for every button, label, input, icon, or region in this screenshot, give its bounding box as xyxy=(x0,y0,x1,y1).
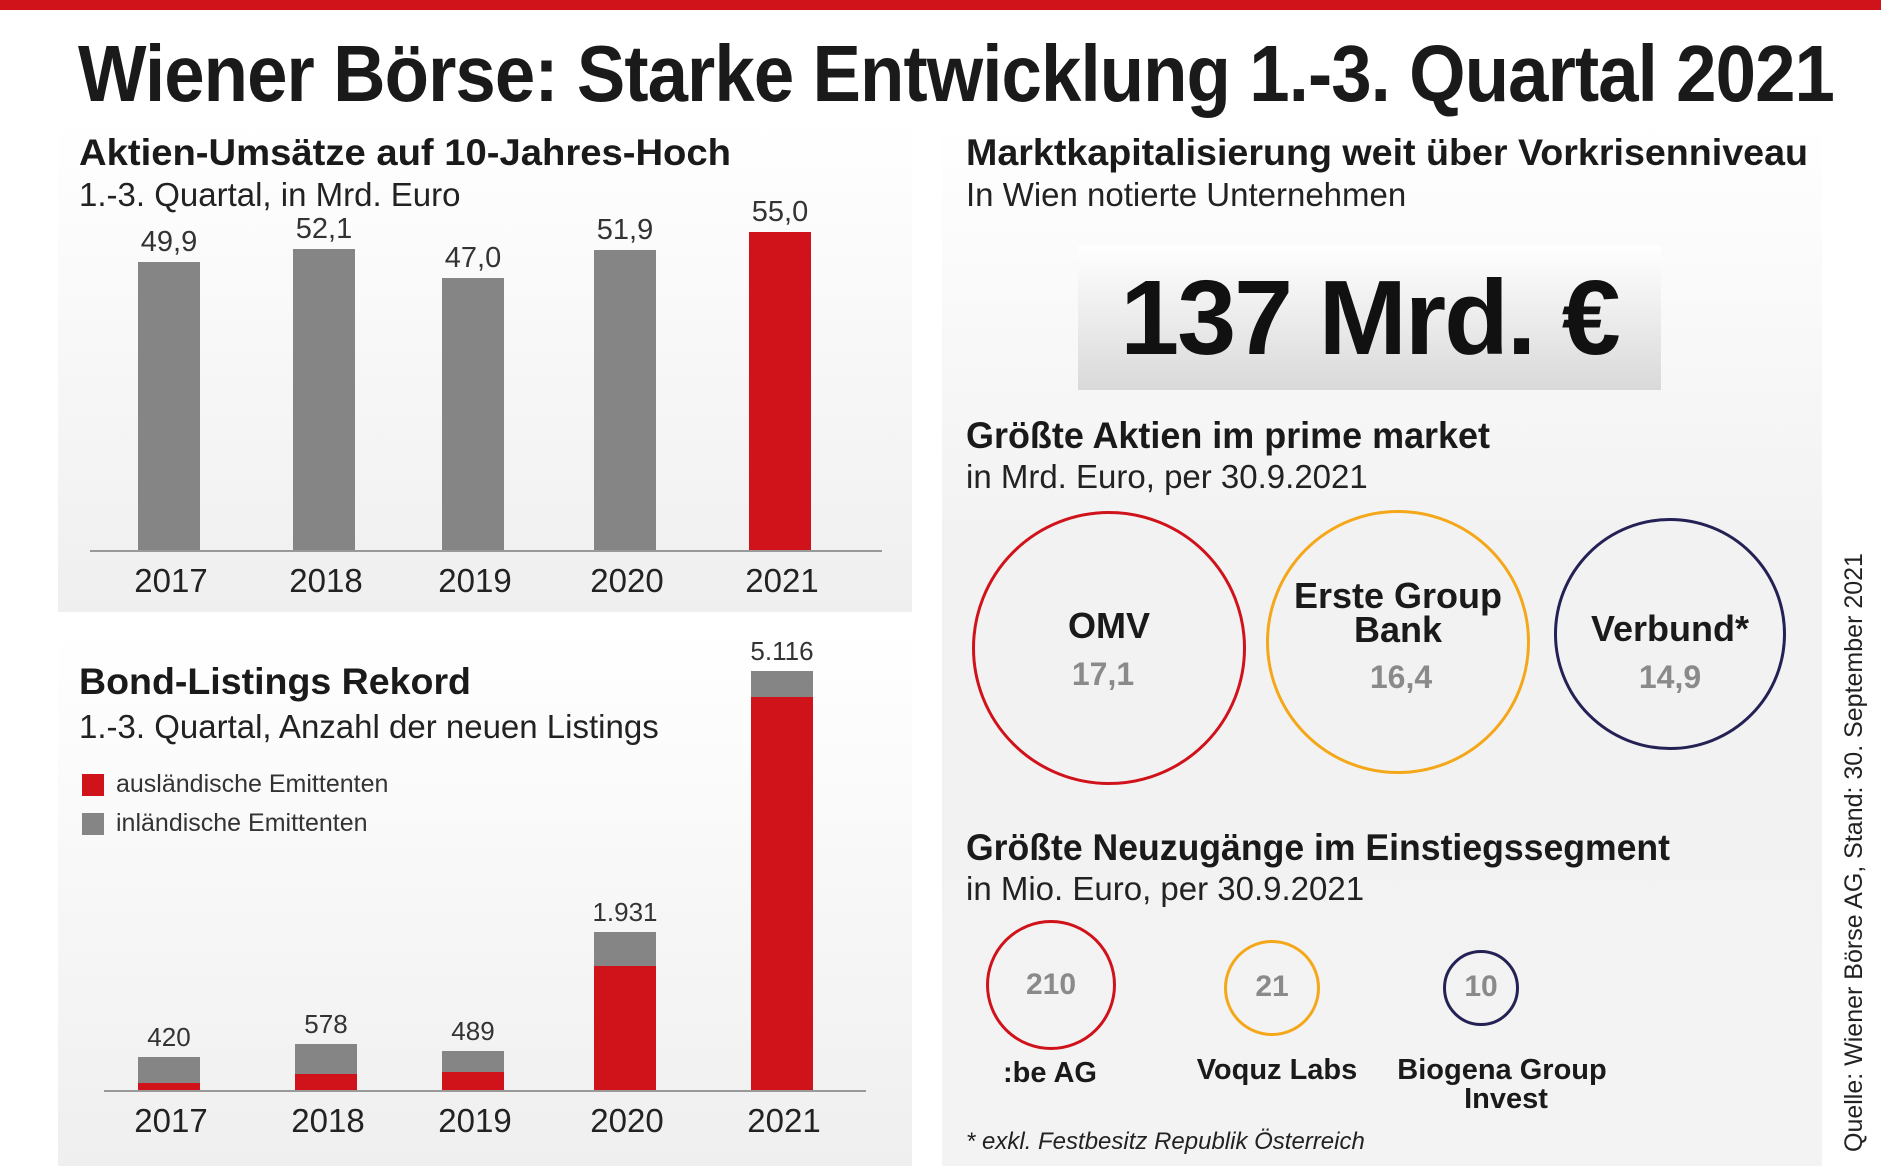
turnover-year-label: 2017 xyxy=(134,562,208,599)
bond-year-label: 2017 xyxy=(134,1102,208,1139)
be-ag-circle xyxy=(986,920,1116,1050)
turnover-bar-2018 xyxy=(293,248,355,551)
bond-total-label: 1.931 xyxy=(592,897,658,928)
bond-bar-foreign-2017 xyxy=(138,1083,200,1091)
marketcap-title: Marktkapitalisierung weit über Vorkrisen… xyxy=(966,132,1808,173)
bond-total-label: 420 xyxy=(147,1021,191,1052)
bond-year-label: 2021 xyxy=(747,1102,821,1139)
top-accent-bar xyxy=(0,0,1881,10)
bond-bar-domestic-2020 xyxy=(594,932,656,966)
turnover-year-label: 2018 xyxy=(289,562,363,599)
bond-year-label: 2019 xyxy=(438,1102,512,1139)
verbund-value: 14,9 xyxy=(1638,659,1702,695)
turnover-bar-2020 xyxy=(594,249,656,551)
voquz-name: Voquz Labs xyxy=(1196,1054,1358,1086)
source-note: Quelle: Wiener Börse AG, Stand: 30. Sept… xyxy=(1840,553,1868,1152)
prime-title: Größte Aktien im prime market xyxy=(966,415,1490,456)
verbund-name: Verbund* xyxy=(1590,608,1750,649)
entry-title: Größte Neuzugänge im Einstiegssegment xyxy=(966,827,1670,868)
bond-bar-foreign-2018 xyxy=(295,1074,357,1091)
turnover-bar-2021 xyxy=(749,232,811,551)
turnover-value-label: 47,0 xyxy=(444,242,502,275)
bond-total-label: 578 xyxy=(304,1008,348,1039)
legend-swatch-foreign xyxy=(82,774,104,796)
turnover-bar-2017 xyxy=(138,261,200,551)
turnover-year-label: 2020 xyxy=(590,562,664,599)
bond-bar-domestic-2018 xyxy=(295,1043,357,1075)
biogena-name-line2: Invest xyxy=(1464,1083,1548,1115)
erste-circle xyxy=(1266,510,1530,774)
bond-title: Bond-Listings Rekord xyxy=(79,661,471,702)
legend-label-foreign: ausländische Emittenten xyxy=(116,770,389,798)
bond-total-label: 5.116 xyxy=(750,636,814,666)
biogena-value: 10 xyxy=(1464,970,1498,1003)
be-ag-value: 210 xyxy=(1025,968,1077,1001)
biogena-circle xyxy=(1443,950,1519,1026)
bond-year-label: 2018 xyxy=(291,1102,365,1139)
bond-subtitle: 1.-3. Quartal, Anzahl der neuen Listings xyxy=(79,708,659,745)
erste-name-line2: Bank xyxy=(1353,609,1443,650)
bond-year-label: 2020 xyxy=(590,1102,664,1139)
legend-swatch-domestic xyxy=(82,813,104,835)
bond-total-label: 489 xyxy=(451,1015,495,1046)
erste-value: 16,4 xyxy=(1369,659,1433,695)
marketcap-box xyxy=(1078,246,1661,390)
omv-value: 17,1 xyxy=(1071,656,1135,692)
marketcap-subtitle: In Wien notierte Unternehmen xyxy=(966,176,1407,213)
turnover-year-label: 2019 xyxy=(438,562,512,599)
turnover-title: Aktien-Umsätze auf 10-Jahres-Hoch xyxy=(79,132,731,173)
bond-bar-domestic-2017 xyxy=(138,1056,200,1084)
footnote: * exkl. Festbesitz Republik Österreich xyxy=(966,1128,1365,1155)
turnover-value-label: 49,9 xyxy=(140,225,198,258)
turnover-axis xyxy=(90,550,882,552)
bond-bar-foreign-2020 xyxy=(594,965,656,1091)
bond-bar-foreign-2021 xyxy=(751,697,813,1091)
turnover-value-label: 51,9 xyxy=(596,213,654,246)
prime-subtitle: in Mrd. Euro, per 30.9.2021 xyxy=(966,458,1368,495)
voquz-circle xyxy=(1224,940,1320,1036)
turnover-value-label: 52,1 xyxy=(295,212,353,245)
voquz-value: 21 xyxy=(1255,970,1289,1003)
omv-name: OMV xyxy=(1067,605,1150,646)
marketcap-value: 137 Mrd. € xyxy=(1120,259,1620,377)
legend-label-domestic: inländische Emittenten xyxy=(116,809,368,837)
omv-circle xyxy=(972,511,1246,785)
bond-axis xyxy=(104,1090,866,1092)
erste-name-line1: Erste Group xyxy=(1293,575,1503,616)
verbund-circle xyxy=(1554,518,1786,750)
bond-bar-domestic-2021 xyxy=(751,671,813,698)
biogena-name-line1: Biogena Group xyxy=(1397,1054,1607,1086)
bond-bar-foreign-2019 xyxy=(442,1071,504,1091)
turnover-bar-2019 xyxy=(442,278,504,551)
page-title: Wiener Börse: Starke Entwicklung 1.-3. Q… xyxy=(78,29,1835,118)
entry-subtitle: in Mio. Euro, per 30.9.2021 xyxy=(966,870,1365,907)
be-ag-name: :be AG xyxy=(1003,1057,1097,1089)
turnover-year-label: 2021 xyxy=(745,562,819,599)
turnover-value-label: 55,0 xyxy=(751,196,809,228)
turnover-subtitle: 1.-3. Quartal, in Mrd. Euro xyxy=(79,176,461,213)
bond-bar-domestic-2019 xyxy=(442,1050,504,1072)
